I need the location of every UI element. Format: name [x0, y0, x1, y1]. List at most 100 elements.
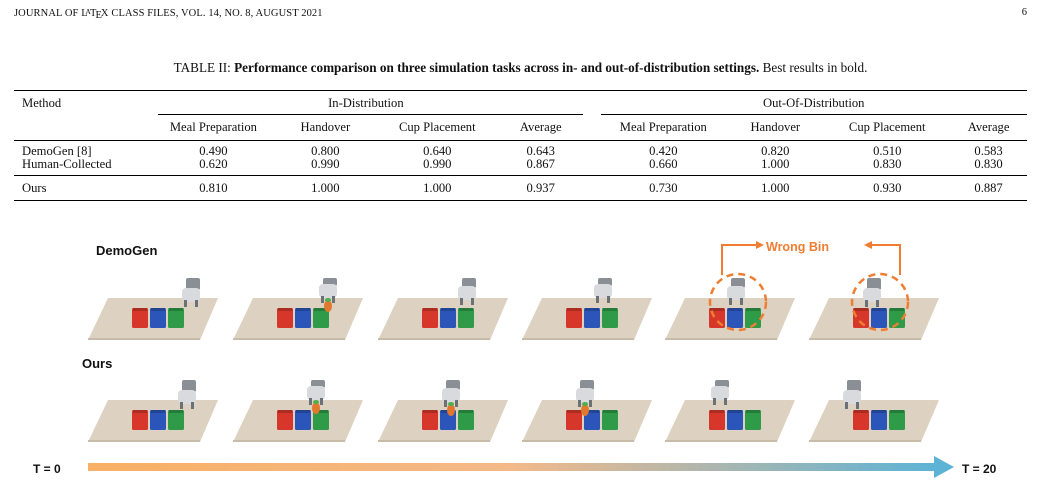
ours-frame-5	[665, 380, 795, 442]
table-cell: 0.800	[311, 144, 340, 158]
robot-gripper	[178, 380, 196, 409]
table-cell: 0.990	[423, 157, 452, 171]
table-cell: 1.000	[311, 180, 340, 195]
red-bin	[277, 410, 293, 430]
results-table: Method In-Distribution Out-Of-Distributi…	[14, 90, 1027, 201]
table-row: DemoGen [8] 0.490 0.800 0.640 0.643 0.42…	[14, 141, 1027, 159]
green-bin	[168, 410, 184, 430]
caption-bold-text: Performance comparison on three simulati…	[234, 60, 760, 75]
green-bin	[168, 308, 184, 328]
annotation-circle-left	[708, 272, 768, 332]
column-header: Meal Preparation	[619, 120, 707, 135]
green-bin	[313, 308, 329, 328]
running-head: JOURNAL OF LATEX CLASS FILES, VOL. 14, N…	[14, 7, 323, 22]
blue-bin	[584, 410, 600, 430]
wrong-bin-label: Wrong Bin	[766, 240, 829, 254]
demogen-frame-5	[665, 278, 795, 340]
page-number: 6	[1021, 7, 1027, 18]
green-bin	[602, 410, 618, 430]
annotation-arrow-left	[721, 244, 758, 275]
red-bin	[277, 308, 293, 328]
table-cell: 0.420	[649, 144, 678, 158]
row-method: DemoGen [8]	[22, 144, 92, 158]
row-method: Human-Collected	[22, 157, 112, 171]
column-header: Average	[519, 120, 562, 135]
blue-bin	[871, 410, 887, 430]
robot-gripper	[711, 380, 729, 405]
timeline-end-label: T = 20	[962, 462, 997, 476]
red-bin	[422, 410, 438, 430]
robot-gripper	[442, 380, 460, 416]
table-cell: 0.640	[423, 144, 452, 158]
ours-frame-6	[809, 380, 939, 442]
table-cell: 0.820	[761, 144, 790, 158]
column-header: Cup Placement	[398, 120, 476, 135]
ours-frame-3	[378, 380, 508, 442]
table-cell: 0.643	[526, 144, 555, 158]
red-bin	[566, 308, 582, 328]
demogen-frame-3	[378, 278, 508, 340]
table-cell: 0.730	[649, 180, 678, 195]
red-bin	[132, 410, 148, 430]
table-cell: 0.660	[649, 157, 678, 171]
green-bin	[889, 410, 905, 430]
blue-bin	[727, 410, 743, 430]
table-cell: 1.000	[423, 180, 452, 195]
blue-bin	[584, 308, 600, 328]
held-object	[447, 404, 455, 416]
row-method: Ours	[22, 180, 47, 195]
demogen-frame-4	[522, 278, 652, 340]
column-header: Handover	[750, 120, 801, 135]
column-header: Handover	[300, 120, 351, 135]
timeline-start-label: T = 0	[33, 462, 61, 476]
red-bin	[422, 308, 438, 328]
blue-bin	[440, 308, 456, 328]
robot-gripper	[576, 380, 594, 416]
demogen-frame-1	[88, 278, 218, 340]
green-bin	[889, 308, 905, 328]
blue-bin	[295, 308, 311, 328]
held-object	[312, 402, 320, 414]
table-cell: 0.620	[199, 157, 228, 171]
table-cell: 0.510	[873, 144, 902, 158]
robot-gripper	[319, 278, 337, 312]
robot-gripper	[458, 278, 476, 305]
timeline-arrow	[88, 456, 954, 478]
green-bin	[745, 308, 761, 328]
blue-bin	[727, 308, 743, 328]
green-bin	[602, 308, 618, 328]
table-group-header-row: Method In-Distribution Out-Of-Distributi…	[14, 90, 1027, 116]
table-cell: 0.810	[199, 180, 228, 195]
ours-frame-1	[88, 380, 218, 442]
table-cell: 0.830	[873, 157, 902, 171]
held-object	[581, 404, 589, 416]
table-caption: TABLE II: Performance comparison on thre…	[0, 60, 1041, 76]
table-cell: 0.583	[974, 144, 1003, 158]
red-bin	[709, 410, 725, 430]
green-bin	[458, 308, 474, 328]
robot-gripper	[594, 278, 612, 303]
table-cell: 0.490	[199, 144, 228, 158]
robot-gripper	[727, 278, 745, 305]
column-header: Average	[967, 120, 1010, 135]
row-label-demogen: DemoGen	[96, 243, 158, 258]
table-cell: 0.887	[974, 180, 1003, 195]
table-cell: 0.937	[526, 180, 555, 195]
table-cell: 0.930	[873, 180, 902, 195]
annotation-circle-right	[850, 272, 910, 332]
latex-logo: LATEX	[81, 7, 109, 22]
blue-bin	[150, 410, 166, 430]
green-bin	[745, 410, 761, 430]
wrong-bin-annotation	[708, 241, 910, 332]
table-cell: 0.867	[526, 157, 555, 171]
group-header-out-of-distribution: Out-Of-Distribution	[762, 95, 865, 110]
red-bin	[853, 410, 869, 430]
table-row-best: Ours 0.810 1.000 1.000 0.937 0.730 1.000…	[14, 176, 1027, 201]
robot-gripper	[307, 380, 325, 414]
green-bin	[458, 410, 474, 430]
annotation-arrow-right	[870, 244, 901, 275]
caption-rest-text: Best results in bold.	[762, 60, 868, 75]
column-header: Meal Preparation	[169, 120, 257, 135]
table-cell: 1.000	[761, 157, 790, 171]
robot-gripper	[182, 278, 200, 307]
